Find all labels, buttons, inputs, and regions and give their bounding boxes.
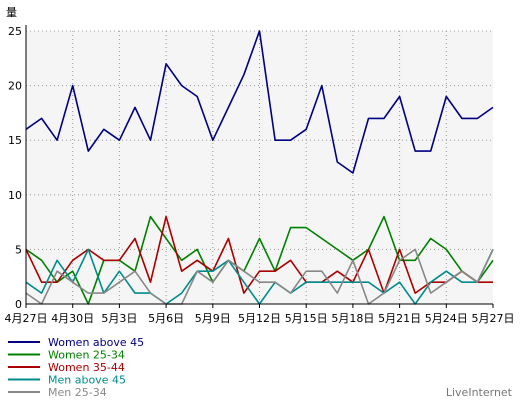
x-tick-label: 4月30日 <box>51 312 94 325</box>
x-tick-label: 5月24日 <box>425 312 468 325</box>
x-tick-label: 5月9日 <box>195 312 231 325</box>
y-tick-label: 25 <box>8 25 22 38</box>
x-tick-label: 5月12日 <box>238 312 281 325</box>
series-line-women-above-45 <box>25 30 494 174</box>
legend-label-women-35-44: Women 35-44 <box>48 361 125 374</box>
y-tick-label: 5 <box>15 243 22 256</box>
x-tick-label: 5月3日 <box>101 312 137 325</box>
y-tick-label: 20 <box>8 80 22 93</box>
x-tick-label: 5月18日 <box>331 312 374 325</box>
legend-label-women-25-34: Women 25-34 <box>48 349 125 362</box>
brand-label: LiveInternet <box>445 386 512 399</box>
x-tick-label: 5月27日 <box>472 312 515 325</box>
axes: 0 5 10 15 20 25 4月27日 4月30日 5月3日 5月6日 5月9日 5月12日 5月1… <box>5 6 515 325</box>
x-tick-label: 5月6日 <box>148 312 184 325</box>
legend-label-men-above-45: Men above 45 <box>48 374 126 387</box>
grid <box>26 30 493 304</box>
y-tick-label: 0 <box>15 298 22 311</box>
x-tick-label: 5月15日 <box>285 312 328 325</box>
series-line-women-35-44 <box>25 215 493 294</box>
y-tick-label: 15 <box>8 134 22 147</box>
x-tick-label: 5月21日 <box>378 312 421 325</box>
x-tick-label: 4月27日 <box>5 312 48 325</box>
y-axis-label: 量 <box>6 6 17 19</box>
legend-label-women-above-45: Women above 45 <box>48 336 144 349</box>
series-line-men-25-34 <box>25 248 494 305</box>
y-tick-label: 10 <box>8 189 22 202</box>
legend-label-men-25-34: Men 25-34 <box>48 386 107 399</box>
